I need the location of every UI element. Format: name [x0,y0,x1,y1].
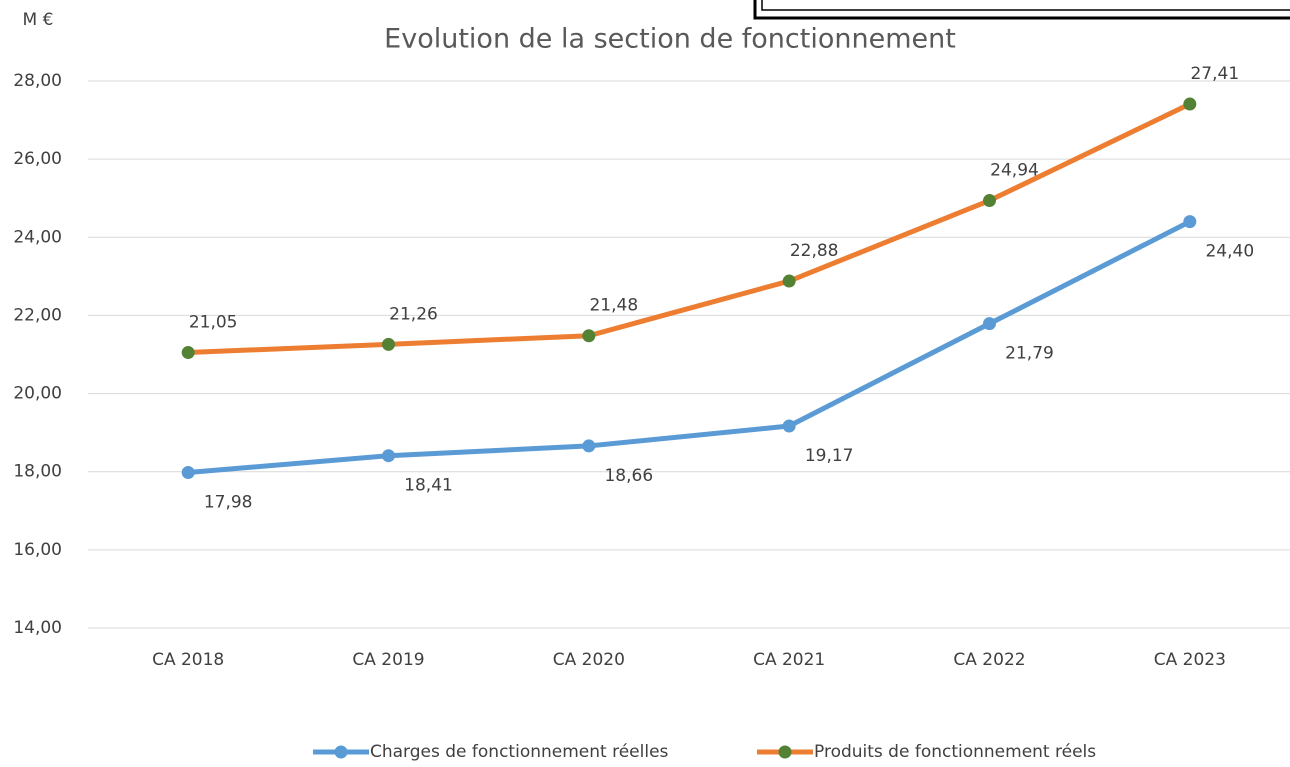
series-line [188,101,1191,356]
data-label: 18,66 [604,466,653,486]
data-label: 18,41 [404,476,453,496]
data-label: 19,17 [805,446,854,466]
point-marker [382,337,395,351]
point-marker [782,274,796,288]
y-tick-label: 22,00 [13,305,62,325]
x-tick-label: CA 2018 [152,650,224,670]
data-label: 22,88 [790,241,839,261]
legend-swatch-marker [778,745,792,759]
x-tick-label: CA 2019 [352,650,424,670]
y-tick-label: 24,00 [13,227,62,247]
y-tick-label: 26,00 [13,149,62,169]
legend-label: Produits de fonctionnement réels [814,742,1096,762]
data-label: 24,40 [1205,242,1254,262]
legend-item: Charges de fonctionnement réelles [313,742,669,762]
point-marker [1183,215,1197,229]
data-label: 24,94 [990,161,1039,181]
point-marker [782,419,796,433]
data-label: 21,05 [189,313,238,333]
point-marker [181,346,195,360]
point-marker [1183,97,1197,111]
x-tick-label: CA 2022 [953,650,1025,670]
data-label: 17,98 [204,492,253,512]
data-label: 27,41 [1190,64,1239,84]
y-axis-label: M € [23,10,54,30]
y-tick-label: 28,00 [13,71,62,91]
series-line [187,219,1191,475]
point-marker [983,317,996,331]
chart-title: Evolution de la section de fonctionnemen… [384,24,956,55]
data-label: 21,48 [589,296,638,316]
point-marker [382,449,395,463]
point-marker [983,194,996,208]
x-tick-label: CA 2020 [553,650,625,670]
corner-box [753,0,1290,20]
data-label: 21,79 [1005,344,1054,364]
x-tick-label: CA 2023 [1154,650,1226,670]
y-tick-label: 20,00 [13,384,62,404]
y-tick-label: 18,00 [13,462,62,482]
data-label: 21,26 [389,304,438,324]
legend-label: Charges de fonctionnement réelles [370,742,669,762]
legend-swatch-marker [334,745,348,759]
point-marker [582,329,596,343]
x-tick-label: CA 2021 [753,650,825,670]
y-tick-label: 16,00 [13,540,62,560]
point-marker [181,465,195,479]
y-tick-label: 14,00 [13,618,62,638]
point-marker [582,439,596,453]
legend-item: Produits de fonctionnement réels [757,742,1096,762]
